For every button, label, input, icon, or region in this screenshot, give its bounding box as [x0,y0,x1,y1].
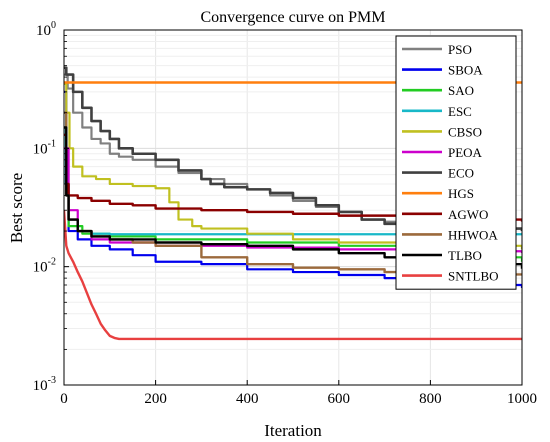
legend: PSO SBOA SAO ESC CBSO PEOA ECO HGS AGWO HHWOA TLBO… [395,35,517,290]
legend-label-eco: ECO [448,166,474,181]
legend-label-esc: ESC [448,104,472,119]
y-tick-label: 10-2 [33,257,56,276]
series-line-cbso [64,82,522,250]
plot-frame [63,29,523,386]
series-line-sntlbo [64,210,522,341]
y-tick-label: 10-1 [33,138,56,157]
legend-label-sntlbo: SNTLBO [448,269,499,284]
x-tick-label: 0 [60,391,68,407]
chart-title: Convergence curve on PMM [201,9,386,26]
legend-label-agwo: AGWO [448,207,488,222]
y-tick-label: 10-3 [33,375,56,394]
legend-label-tlbo: TLBO [448,248,482,263]
series-line-eco [64,66,522,232]
x-axis-title: Iteration [264,421,322,440]
x-tick-label: 600 [328,391,351,407]
legend-label-hgs: HGS [448,186,474,201]
x-tick-label: 1000 [507,391,537,407]
y-tick-label: 100 [36,20,56,39]
legend-label-pso: PSO [448,42,472,57]
legend-label-hhwoa: HHWOA [448,227,498,242]
legend-label-sao: SAO [448,83,474,98]
legend-label-peoa: PEOA [448,145,483,160]
y-axis-title: Best score [7,173,26,243]
legend-box [395,35,517,290]
legend-label-cbso: CBSO [448,124,482,139]
legend-label-sboa: SBOA [448,63,483,78]
x-tick-label: 200 [144,391,167,407]
x-tick-label: 800 [419,391,442,407]
ticks: 0 200 400 600 800 1000 10-3 10-2 10-1 100 [33,20,537,407]
x-tick-label: 400 [236,391,259,407]
